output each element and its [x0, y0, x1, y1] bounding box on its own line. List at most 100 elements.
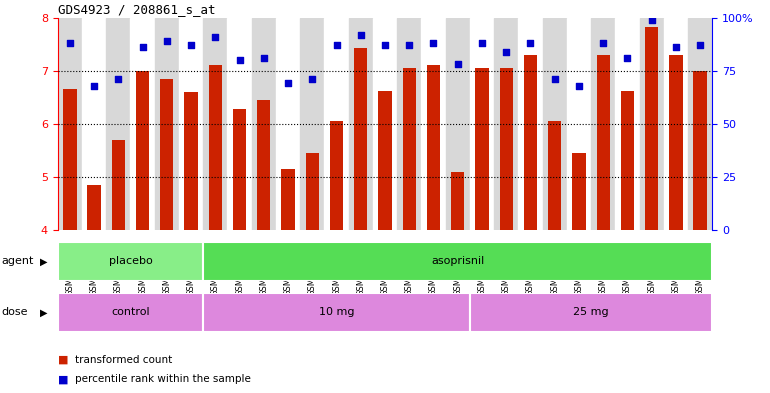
Bar [640, 18, 664, 230]
Bar [58, 242, 203, 281]
Point [451, 61, 464, 68]
Bar [548, 121, 561, 230]
Bar [155, 18, 179, 230]
Bar [645, 27, 658, 230]
Point [88, 83, 100, 89]
Bar [276, 18, 300, 230]
Bar [694, 71, 707, 230]
Bar [403, 68, 416, 230]
Point [330, 42, 343, 48]
Bar [475, 68, 489, 230]
Bar [615, 18, 640, 230]
Bar [88, 185, 101, 230]
Bar [184, 92, 198, 230]
Point [258, 55, 270, 61]
Text: percentile rank within the sample: percentile rank within the sample [75, 374, 250, 384]
Point [403, 42, 415, 48]
Bar [470, 293, 712, 332]
Point [645, 17, 658, 23]
Text: agent: agent [2, 256, 34, 266]
Text: dose: dose [2, 307, 28, 318]
Bar [203, 242, 712, 281]
Bar [621, 91, 634, 230]
Point [548, 76, 561, 83]
Point [670, 44, 682, 51]
Text: 10 mg: 10 mg [319, 307, 354, 318]
Bar [324, 18, 349, 230]
Bar [524, 55, 537, 230]
Point [573, 83, 585, 89]
Bar [233, 109, 246, 230]
Text: ▶: ▶ [40, 307, 48, 318]
Bar [227, 18, 252, 230]
Text: ■: ■ [58, 374, 69, 384]
Bar [203, 293, 470, 332]
Bar [572, 153, 586, 230]
Bar [446, 18, 470, 230]
Bar [378, 91, 392, 230]
Point [355, 31, 367, 38]
Bar [203, 18, 227, 230]
Bar [451, 171, 464, 230]
Bar [373, 18, 397, 230]
Bar [349, 18, 373, 230]
Point [185, 42, 197, 48]
Bar [669, 55, 682, 230]
Bar [397, 18, 421, 230]
Bar [330, 121, 343, 230]
Point [500, 48, 512, 55]
Bar [664, 18, 688, 230]
Point [524, 40, 537, 46]
Text: control: control [111, 307, 150, 318]
Bar [160, 79, 173, 230]
Bar [421, 18, 446, 230]
Point [136, 44, 149, 51]
Bar [63, 89, 76, 230]
Bar [257, 101, 270, 230]
Point [112, 76, 125, 83]
Point [64, 40, 76, 46]
Bar [252, 18, 276, 230]
Bar [209, 65, 222, 230]
Point [427, 40, 440, 46]
Point [233, 57, 246, 63]
Text: ■: ■ [58, 354, 69, 365]
Point [306, 76, 319, 83]
Point [597, 40, 609, 46]
Bar [688, 18, 712, 230]
Bar [494, 18, 518, 230]
Text: ▶: ▶ [40, 256, 48, 266]
Bar [179, 18, 203, 230]
Bar [82, 18, 106, 230]
Bar [518, 18, 543, 230]
Point [476, 40, 488, 46]
Bar [281, 169, 295, 230]
Text: transformed count: transformed count [75, 354, 172, 365]
Text: GDS4923 / 208861_s_at: GDS4923 / 208861_s_at [58, 4, 216, 17]
Bar [543, 18, 567, 230]
Bar [354, 48, 367, 230]
Bar [58, 293, 203, 332]
Text: 25 mg: 25 mg [573, 307, 609, 318]
Point [379, 42, 391, 48]
Text: asoprisnil: asoprisnil [431, 256, 484, 266]
Bar [427, 65, 440, 230]
Bar [112, 140, 125, 230]
Point [282, 80, 294, 86]
Bar [591, 18, 615, 230]
Text: placebo: placebo [109, 256, 152, 266]
Point [621, 55, 634, 61]
Point [694, 42, 706, 48]
Bar [136, 71, 149, 230]
Point [161, 38, 173, 44]
Bar [106, 18, 130, 230]
Point [209, 34, 222, 40]
Bar [130, 18, 155, 230]
Bar [58, 18, 82, 230]
Bar [567, 18, 591, 230]
Bar [300, 18, 324, 230]
Bar [306, 153, 319, 230]
Bar [597, 55, 610, 230]
Bar [500, 68, 513, 230]
Bar [470, 18, 494, 230]
